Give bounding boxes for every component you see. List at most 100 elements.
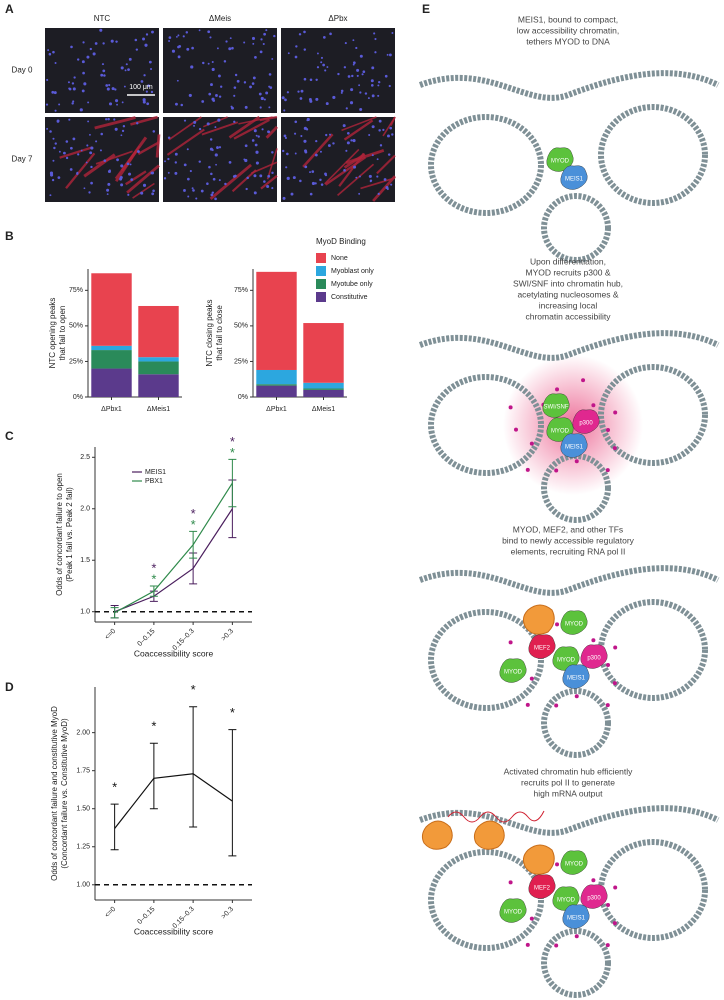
- legend-label: None: [331, 255, 348, 262]
- nucleus: [322, 63, 325, 67]
- nucleus: [345, 107, 348, 110]
- nucleus: [46, 78, 49, 82]
- protein-label: MYOD: [551, 159, 570, 165]
- micrograph: [281, 28, 395, 113]
- nucleus: [255, 150, 259, 154]
- step-caption: recruits pol II to generate: [521, 777, 615, 787]
- legend-label: Myotube only: [331, 281, 373, 288]
- error-bar: [110, 607, 119, 619]
- nucleus: [303, 139, 307, 143]
- nucleus: [246, 176, 249, 180]
- y-axis-label: Odds of concordant failure to open: [55, 473, 64, 596]
- nucleus: [150, 68, 153, 71]
- nucleus: [54, 61, 57, 64]
- nucleus: [286, 176, 290, 181]
- chromatin-diagram: MYOD MEIS1: [418, 70, 720, 263]
- nucleus: [103, 74, 106, 77]
- nucleus: [202, 61, 205, 65]
- nucleus: [295, 45, 298, 48]
- nucleus: [350, 139, 353, 142]
- nucleus: [57, 176, 61, 180]
- nucleus: [249, 85, 252, 89]
- image-background: [163, 28, 277, 113]
- nucleus: [72, 100, 75, 103]
- nucleus: [304, 150, 308, 154]
- y-tick-label: 75%: [69, 287, 83, 294]
- nucleus: [76, 171, 79, 174]
- nucleus: [190, 65, 194, 69]
- nucleus: [218, 74, 221, 78]
- bar-segment: [256, 271, 297, 370]
- acetyl-mark: [554, 703, 559, 708]
- dna-loop: [428, 374, 544, 476]
- nucleus: [228, 160, 232, 164]
- nucleus: [371, 94, 375, 98]
- nucleus: [215, 94, 218, 97]
- nucleus: [271, 171, 274, 175]
- nucleus: [127, 193, 130, 196]
- nucleus: [108, 102, 113, 106]
- nucleus: [120, 164, 124, 168]
- nucleus: [71, 82, 75, 85]
- nucleus: [99, 28, 103, 32]
- nucleus: [87, 120, 90, 123]
- nucleus: [182, 35, 185, 38]
- myotube: [65, 152, 96, 189]
- protein-label: MYOD: [504, 670, 523, 676]
- x-tick-label: <=0: [104, 906, 118, 920]
- nucleus: [49, 171, 54, 175]
- nucleus: [309, 192, 313, 196]
- nucleus: [303, 126, 307, 130]
- nucleus: [244, 105, 248, 109]
- nucleus: [151, 192, 155, 196]
- series-line: [114, 508, 233, 613]
- y-tick-label: 50%: [234, 323, 248, 330]
- nucleus: [130, 178, 134, 181]
- nucleus: [370, 84, 374, 87]
- step-caption: increasing local: [539, 300, 598, 310]
- myotube: [360, 177, 396, 190]
- nucleus: [294, 132, 297, 135]
- myotube: [130, 115, 158, 126]
- nucleus: [81, 60, 85, 64]
- nucleus: [51, 178, 55, 182]
- nucleus: [113, 118, 116, 121]
- nucleus: [271, 151, 274, 154]
- nucleus: [359, 91, 362, 94]
- acetyl-mark: [574, 934, 579, 939]
- nucleus: [389, 126, 393, 130]
- nucleus: [140, 191, 144, 195]
- nucleus: [337, 72, 340, 76]
- nucleus: [346, 141, 350, 145]
- dna-strand: [418, 565, 720, 596]
- nucleus: [168, 36, 172, 39]
- nucleus: [45, 103, 49, 106]
- acetyl-mark: [591, 638, 596, 643]
- nucleus: [214, 153, 218, 157]
- acetyl-mark: [529, 441, 534, 446]
- nucleus: [371, 66, 375, 70]
- nucleus: [263, 98, 266, 101]
- nucleus: [378, 80, 381, 84]
- nucleus: [52, 50, 55, 54]
- protein-label: MEIS1: [565, 177, 584, 183]
- dna-loop: [541, 193, 611, 263]
- nucleus: [180, 103, 184, 107]
- nucleus: [188, 93, 192, 98]
- nucleus: [314, 182, 317, 185]
- nucleus: [183, 163, 187, 167]
- nucleus: [114, 88, 117, 91]
- acetyl-mark: [613, 410, 618, 415]
- nucleus: [294, 120, 298, 124]
- dna-loop: [428, 849, 544, 951]
- nucleus: [316, 52, 319, 55]
- nucleus: [120, 66, 124, 70]
- protein: [562, 664, 590, 689]
- nucleus: [259, 50, 263, 54]
- error-bar: [189, 706, 198, 828]
- nucleus: [136, 150, 140, 153]
- nucleus: [187, 177, 190, 181]
- nucleus: [374, 51, 377, 54]
- image-background: [281, 28, 395, 113]
- nucleus: [358, 192, 361, 195]
